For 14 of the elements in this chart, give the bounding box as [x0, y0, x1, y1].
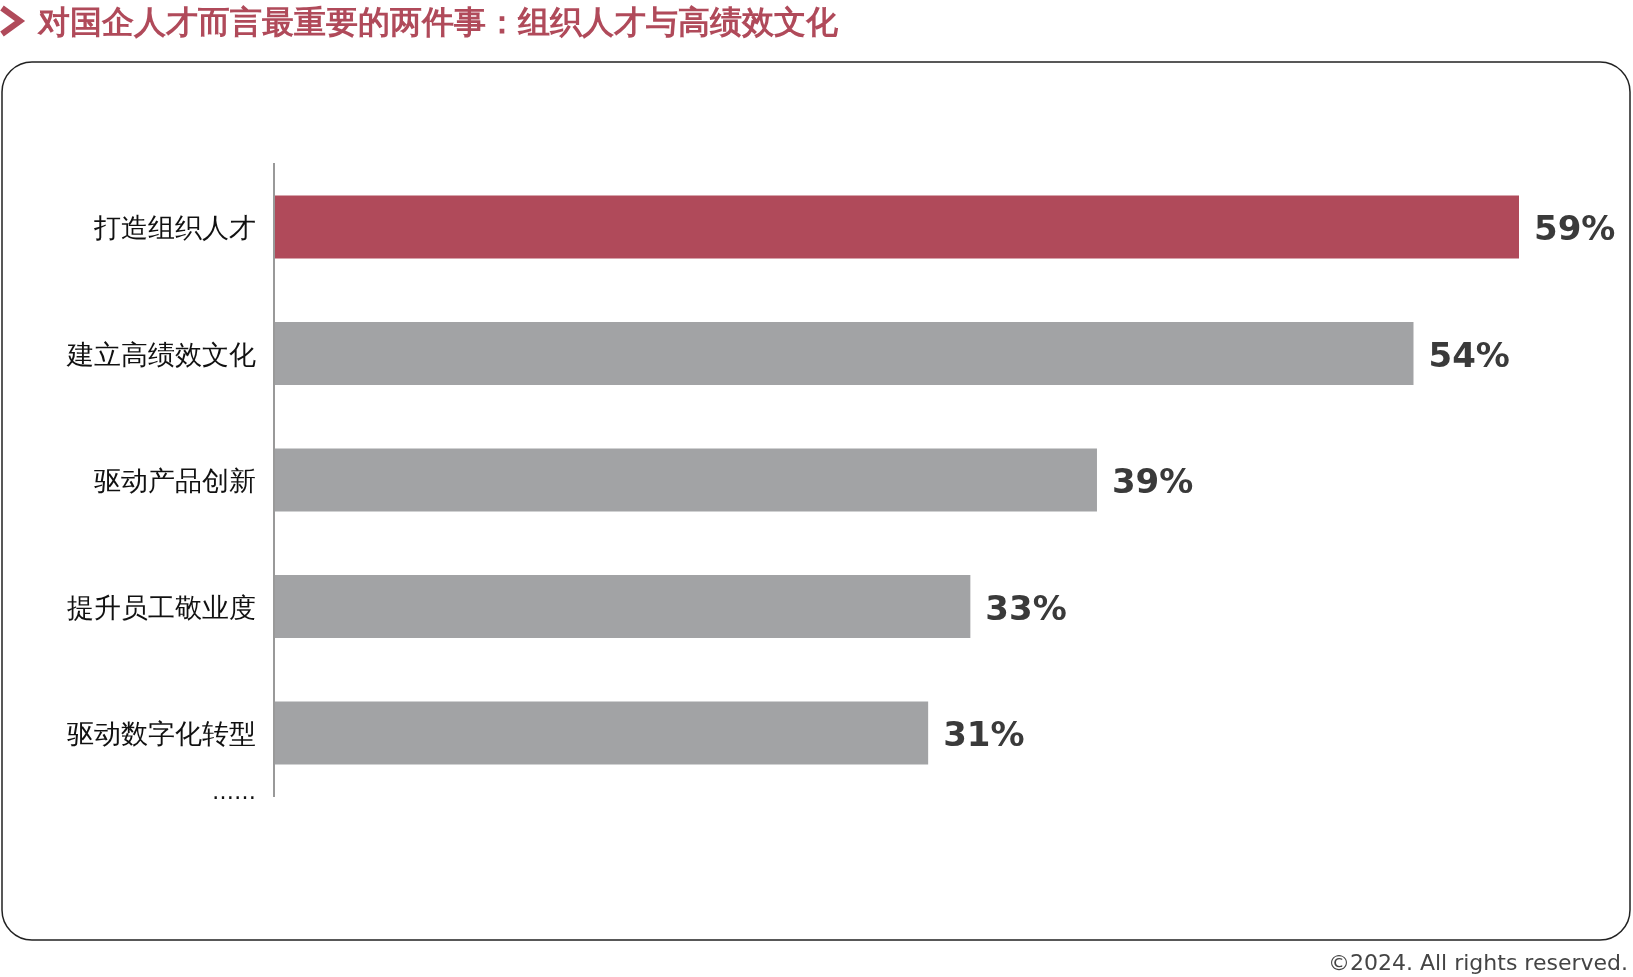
- bar: [274, 195, 1519, 259]
- y-tick-label: 提升员工敬业度: [67, 591, 256, 623]
- data-label: 39%: [1111, 461, 1194, 501]
- y-tick-label: 驱动数字化转型: [67, 718, 256, 749]
- data-label: 54%: [1428, 334, 1510, 375]
- y-tick-label: 打造组织人才: [93, 212, 256, 243]
- data-label: 33%: [985, 587, 1067, 628]
- y-tick-label: 建立高绩效文化: [66, 338, 256, 370]
- y-tick-label: 驱动产品创新: [94, 465, 256, 496]
- data-label: 31%: [943, 714, 1025, 754]
- text: ©2024. All rights reserved.: [1327, 950, 1628, 975]
- text: ……: [212, 779, 256, 804]
- data-label: 59%: [1534, 208, 1616, 248]
- chart-title: 对国企人才而言最重要的两件事：组织人才与高绩效文化: [37, 3, 839, 41]
